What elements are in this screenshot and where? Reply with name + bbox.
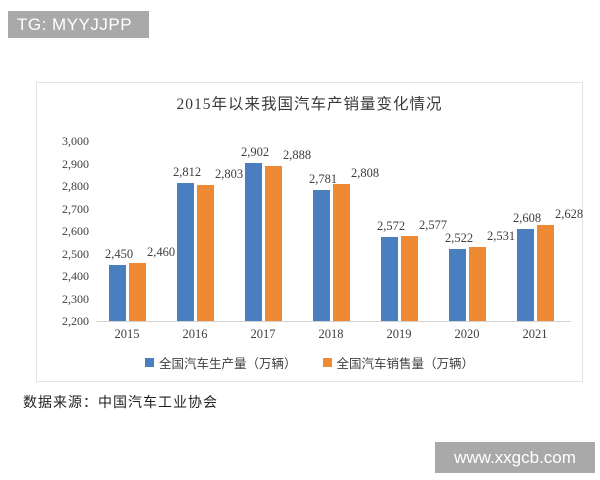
- x-tick-label-2018: 2018: [318, 327, 344, 341]
- bar-production-2021: [516, 229, 534, 321]
- bar-label-production-2021: 2,608: [512, 211, 542, 226]
- x-tick-label-2015: 2015: [114, 327, 140, 341]
- bar-label-sales-2019: 2,577: [418, 218, 448, 233]
- legend-item-production: 全国汽车生产量（万辆）: [144, 353, 297, 372]
- bar-label-production-2015: 2,450: [104, 246, 134, 261]
- y-tick-label: 2,500: [62, 246, 89, 261]
- y-tick-label: 2,200: [62, 314, 89, 328]
- bar-label-sales-2016: 2,803: [214, 167, 244, 182]
- chart-legend: 全国汽车生产量（万辆） 全国汽车销售量（万辆）: [37, 353, 582, 372]
- bar-sales-2021: [536, 224, 554, 321]
- bar-label-sales-2017: 2,888: [282, 148, 312, 163]
- bar-sales-2017: [264, 166, 282, 321]
- legend-label-sales: 全国汽车销售量（万辆）: [336, 357, 475, 371]
- y-tick-label: 2,900: [62, 156, 89, 171]
- bar-production-2016: [176, 183, 194, 321]
- y-tick-label: 2,400: [62, 269, 89, 283]
- bar-label-sales-2015: 2,460: [146, 244, 176, 259]
- tg-watermark-badge: TG: MYYJJPP: [8, 11, 149, 38]
- bar-label-sales-2021: 2,628: [554, 206, 584, 221]
- bar-label-production-2019: 2,572: [376, 219, 406, 234]
- bar-production-2017: [244, 163, 262, 321]
- bar-label-production-2017: 2,902: [240, 145, 270, 160]
- bar-production-2019: [380, 237, 398, 321]
- bar-sales-2015: [128, 262, 146, 321]
- y-tick-label: 3,000: [62, 134, 89, 148]
- x-axis-line: [96, 321, 571, 322]
- y-tick-label: 2,800: [62, 179, 89, 193]
- bar-sales-2020: [468, 246, 486, 321]
- legend-label-production: 全国汽车生产量（万辆）: [158, 357, 297, 371]
- x-tick-label-2021: 2021: [522, 327, 548, 341]
- website-watermark-badge: www.xxgcb.com: [435, 442, 595, 473]
- x-tick-label-2020: 2020: [454, 327, 480, 341]
- x-tick-label-2016: 2016: [182, 327, 208, 341]
- legend-item-sales: 全国汽车销售量（万辆）: [322, 353, 475, 372]
- bar-label-sales-2020: 2,531: [486, 228, 516, 243]
- y-tick-label: 2,300: [62, 291, 89, 306]
- bar-label-production-2018: 2,781: [308, 172, 338, 187]
- bar-production-2020: [448, 248, 466, 321]
- chart-plot: 2,200 2,300 2,400 2,500 2,600 2,700 2,800 2,900…: [37, 83, 583, 381]
- sales-legend-swatch-icon: [322, 358, 332, 367]
- x-tick-label-2017: 2017: [250, 327, 276, 341]
- chart-title: 2015年以来我国汽车产销量变化情况: [176, 96, 443, 113]
- chart-box: 2015年以来我国汽车产销量变化情况 2,200 2,300 2,400 2,500 2…: [36, 82, 583, 382]
- bar-label-production-2016: 2,812: [172, 165, 202, 180]
- bar-sales-2019: [400, 236, 418, 321]
- bar-label-sales-2018: 2,808: [350, 166, 380, 181]
- x-tick-label-2019: 2019: [386, 327, 412, 341]
- bar-label-production-2020: 2,522: [444, 230, 474, 245]
- bar-production-2015: [108, 264, 126, 321]
- bar-sales-2016: [196, 185, 214, 321]
- production-legend-swatch-icon: [144, 358, 154, 367]
- bar-production-2018: [312, 190, 330, 321]
- source-note: 数据来源：中国汽车工业协会: [23, 396, 218, 411]
- bar-sales-2018: [332, 184, 350, 321]
- y-tick-label: 2,700: [62, 201, 89, 216]
- y-tick-label: 2,600: [62, 224, 89, 238]
